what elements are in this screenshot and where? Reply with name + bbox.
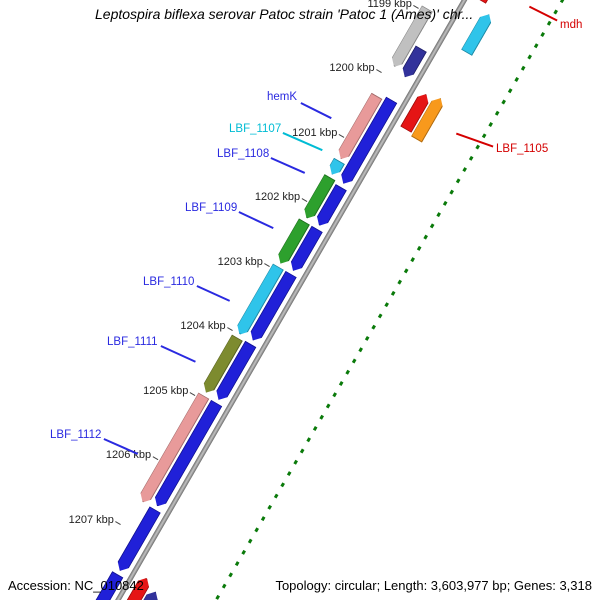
plot-dot — [475, 144, 481, 150]
ruler-tick — [115, 520, 122, 525]
ruler-tick — [338, 133, 345, 138]
plot-dot — [248, 538, 254, 544]
ruler-label: 1204 kbp — [180, 320, 226, 333]
genome-summary-label: Topology: circular; Length: 3,603,977 bp… — [275, 578, 592, 593]
ruler-tick — [152, 456, 159, 461]
plot-dot — [326, 403, 332, 409]
ruler-tick — [227, 327, 233, 332]
gene-label-LBF_1105[interactable]: LBF_1105 — [496, 143, 549, 155]
plot-dot — [235, 561, 241, 567]
plot-dot — [391, 290, 397, 296]
ruler-tick — [301, 198, 308, 202]
plot-dot — [319, 414, 325, 420]
gene-label-mdh[interactable]: mdh — [560, 19, 583, 31]
ruler-label: 1206 kbp — [105, 449, 152, 462]
gene-label-hemK[interactable]: hemK — [267, 91, 298, 103]
plot-dot — [241, 549, 247, 555]
plot-dot — [488, 122, 494, 128]
ruler-tick — [264, 262, 271, 267]
plot-dot — [293, 459, 299, 465]
ruler-label: 1199 kbp — [367, 0, 412, 10]
plot-dot — [300, 448, 306, 454]
plot-dot — [397, 279, 403, 285]
plot-dot — [384, 302, 390, 308]
gene-label-LBF_1111[interactable]: LBF_1111 — [107, 336, 158, 348]
gene-label-LBF_1109[interactable]: LBF_1109 — [185, 202, 238, 214]
plot-dot — [404, 268, 410, 274]
plot-dot — [365, 335, 371, 341]
plot-dot — [560, 0, 566, 4]
plot-dot — [443, 200, 449, 206]
plot-dot — [540, 31, 546, 37]
ruler-label: 1202 kbp — [254, 191, 301, 204]
callout-line — [238, 211, 274, 229]
plot-dot — [527, 54, 533, 60]
plot-dot — [352, 358, 358, 364]
ruler-label: 1203 kbp — [217, 255, 263, 268]
callout-line — [300, 102, 332, 119]
plot-dot — [339, 380, 345, 386]
plot-dot — [436, 212, 442, 218]
plot-dot — [215, 594, 221, 600]
gene-label-LBF_1107[interactable]: LBF_1107 — [229, 123, 282, 135]
ruler-tick — [189, 391, 196, 396]
callout-line — [455, 133, 494, 148]
plot-dot — [456, 178, 462, 184]
plot-dot — [287, 471, 293, 477]
gene-label-LBF_1110[interactable]: LBF_1110 — [143, 276, 195, 288]
callout-line — [528, 6, 558, 22]
plot-dot — [462, 167, 468, 173]
callout-line — [196, 285, 231, 302]
plot-dot — [553, 9, 559, 15]
gene-mdh-block[interactable] — [475, 0, 509, 4]
plot-dot — [514, 77, 520, 82]
gene-label-LBF_1112[interactable]: LBF_1112 — [50, 429, 102, 441]
map-title: Leptospira biflexa serovar Patoc strain … — [95, 6, 474, 22]
callout-line — [160, 345, 197, 363]
plot-dot — [378, 313, 384, 319]
callout-line — [270, 157, 306, 174]
plot-dot — [508, 88, 514, 94]
plot-dot — [547, 20, 553, 26]
gene-label-LBF_1108[interactable]: LBF_1108 — [217, 148, 270, 160]
plot-dot — [313, 426, 319, 431]
plot-dot — [274, 493, 280, 499]
plot-dot — [306, 437, 312, 443]
plot-dot — [410, 257, 416, 263]
status-bar: Accession: NC_010842 Topology: circular;… — [0, 570, 600, 600]
plot-dot — [501, 99, 507, 105]
plot-dot — [469, 155, 475, 161]
plot-dot — [228, 572, 234, 578]
plot-dot — [332, 392, 338, 398]
plot-dot — [267, 504, 273, 510]
ruler-label: 1201 kbp — [292, 126, 338, 139]
plot-dot — [495, 110, 501, 116]
plot-dot — [254, 527, 260, 533]
plot-dot — [280, 482, 286, 488]
ruler-label: 1200 kbp — [329, 62, 375, 75]
plot-dot — [222, 583, 228, 589]
plot-dot — [449, 189, 455, 195]
plot-dot — [534, 43, 540, 49]
plot-dot — [371, 324, 377, 330]
plot-dot — [417, 245, 423, 251]
plot-dot — [430, 223, 436, 229]
ruler-label: 1205 kbp — [143, 384, 189, 397]
plot-dot — [261, 516, 267, 522]
plot-dot — [482, 133, 488, 139]
backbone-line — [79, 0, 516, 600]
ruler-label: 1207 kbp — [68, 513, 114, 526]
plot-dot — [358, 347, 364, 353]
plot-dot — [521, 65, 527, 71]
plot-dot — [423, 234, 429, 240]
ruler-tick — [376, 69, 382, 73]
plot-dot — [345, 369, 351, 375]
